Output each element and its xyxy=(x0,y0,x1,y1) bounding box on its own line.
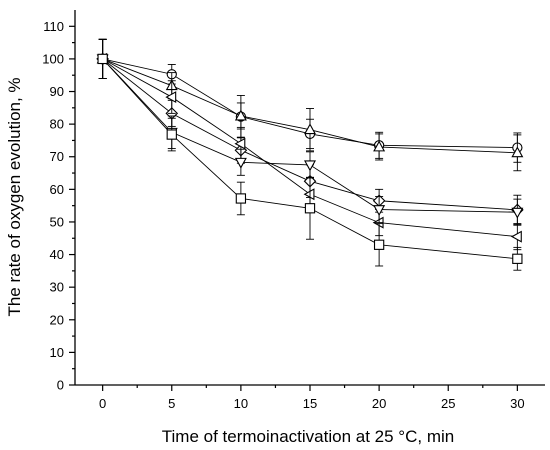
x-tick-label: 5 xyxy=(168,396,175,411)
y-tick-label: 20 xyxy=(50,312,64,327)
y-tick-label: 60 xyxy=(50,182,64,197)
x-tick-label: 15 xyxy=(303,396,317,411)
y-tick-label: 110 xyxy=(43,19,64,34)
data-point-triangle-left xyxy=(165,91,177,104)
x-axis-ticks: 0 5 10 15 20 25 30 xyxy=(99,385,525,411)
plot-area xyxy=(96,38,524,271)
series-line xyxy=(102,58,518,260)
data-point-triangle-down xyxy=(304,160,316,172)
x-tick-label: 10 xyxy=(234,396,248,411)
data-point-triangle-down xyxy=(234,157,247,169)
data-point-triangle-left xyxy=(510,230,522,243)
y-tick-label: 50 xyxy=(50,214,64,229)
x-tick-label: 20 xyxy=(372,396,386,411)
data-point-square xyxy=(97,53,108,65)
data-point-triangle-up xyxy=(511,146,524,158)
y-tick-label: 90 xyxy=(50,84,64,99)
data-point-square xyxy=(512,253,523,264)
data-point-square xyxy=(373,239,385,250)
y-tick-label: 10 xyxy=(50,345,64,360)
data-point-triangle-down xyxy=(511,207,524,219)
x-tick-label: 0 xyxy=(99,396,106,411)
series-line xyxy=(102,58,518,149)
data-point-triangle-up xyxy=(304,123,316,135)
data-point-square xyxy=(304,203,316,214)
series-line xyxy=(102,58,518,213)
data-point-triangle-left xyxy=(303,188,315,201)
x-tick-label: 25 xyxy=(441,396,455,411)
series-triangle-left xyxy=(96,38,522,251)
series-line xyxy=(102,58,518,238)
data-point-triangle-left xyxy=(234,137,246,150)
data-point-square xyxy=(235,193,247,204)
data-point-triangle-up xyxy=(373,140,386,152)
data-point-triangle-up xyxy=(234,109,247,121)
series-line xyxy=(102,58,518,211)
series-square xyxy=(97,38,523,271)
y-tick-label: 80 xyxy=(50,117,64,132)
y-axis-label: The rate of oxygen evolution, % xyxy=(5,77,24,316)
y-axis-ticks: 0 10 20 30 40 50 60 70 80 90 100 110 xyxy=(42,19,75,393)
y-tick-label: 100 xyxy=(42,51,64,66)
data-point-triangle-down xyxy=(373,205,386,216)
y-tick-label: 40 xyxy=(50,247,64,262)
series-line xyxy=(102,58,518,154)
y-tick-label: 0 xyxy=(57,378,64,393)
x-axis-label: Time of termoinactivation at 25 °C, min xyxy=(162,427,454,446)
y-tick-label: 70 xyxy=(50,149,64,164)
y-tick-label: 30 xyxy=(50,280,64,295)
x-tick-label: 30 xyxy=(510,396,524,411)
data-point-square xyxy=(166,129,177,140)
